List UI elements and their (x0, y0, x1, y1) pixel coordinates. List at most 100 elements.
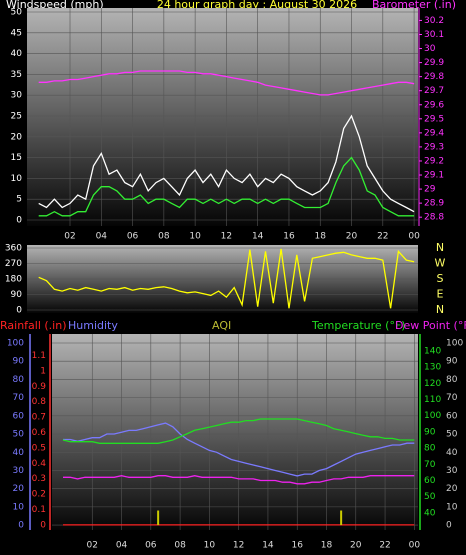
y-tick-label: 60 (13, 411, 25, 421)
y-tick-label: 90 (13, 357, 25, 367)
y-tick-label: 60 (446, 411, 458, 421)
x-tick-label: 08 (158, 232, 170, 242)
humidity-legend: Humidity (68, 319, 118, 332)
plot-background (27, 8, 418, 226)
x-tick-label: 20 (350, 541, 362, 551)
y2-tick-label: 29.5 (424, 114, 444, 124)
y-tick-label: 130 (424, 363, 441, 373)
y-tick-label: 0.1 (32, 505, 46, 515)
x-tick-label: 02 (64, 232, 75, 242)
y-tick-label: 0.6 (32, 428, 47, 438)
y-tick-label: 100 (446, 339, 463, 349)
plot-background (52, 334, 418, 530)
y-tick-label: 100 (424, 411, 441, 421)
y2-tick-label: 29.9 (424, 58, 444, 68)
y-tick-label: 30 (13, 466, 25, 476)
direction-label: W (435, 257, 446, 270)
y2-tick-label: 29.6 (424, 100, 444, 110)
aqi-bar (340, 510, 343, 526)
y2-tick-label: 29.4 (424, 128, 444, 138)
x-tick-label: 20 (346, 232, 358, 242)
y-tick-label: 0.2 (32, 490, 46, 500)
x-tick-label: 16 (291, 541, 303, 551)
y-tick-label: 0.5 (32, 443, 46, 453)
y-tick-label: 30 (446, 466, 458, 476)
y2-tick-label: 30.2 (424, 16, 444, 26)
y-tick-label: 80 (446, 375, 458, 385)
x-tick-label: 00 (409, 541, 421, 551)
aqi-legend: AQI (212, 319, 231, 332)
y2-tick-label: 29.2 (424, 156, 444, 166)
x-tick-label: 12 (233, 541, 244, 551)
series-line (38, 156, 415, 217)
direction-label: N (436, 303, 444, 316)
y-tick-label: 20 (11, 132, 23, 142)
aqi-bar (157, 510, 160, 526)
x-tick-label: 22 (377, 232, 388, 242)
y-tick-label: 90 (424, 427, 436, 437)
y-tick-label: 35 (11, 70, 22, 80)
y-tick-label: 180 (5, 275, 22, 285)
x-tick-label: 14 (252, 232, 264, 242)
y-tick-label: 40 (11, 49, 23, 59)
barometer-legend: Barometer (.in) (372, 0, 456, 11)
y2-tick-label: 30.1 (424, 30, 444, 40)
y2-tick-label: 29.1 (424, 171, 444, 181)
y-tick-label: 15 (11, 153, 22, 163)
y-tick-label: 0.9 (32, 382, 47, 392)
y-tick-label: 40 (446, 448, 458, 458)
y2-tick-label: 29.8 (424, 72, 444, 82)
x-tick-label: 08 (174, 541, 186, 551)
y2-tick-label: 30 (424, 44, 436, 54)
y-tick-label: 10 (446, 502, 458, 512)
y-tick-label: 50 (11, 8, 23, 18)
y-tick-label: 0 (446, 521, 452, 531)
y-tick-label: 70 (446, 393, 458, 403)
y-tick-label: 90 (446, 357, 458, 367)
x-tick-label: 06 (145, 541, 157, 551)
y-tick-label: 60 (424, 476, 436, 486)
y-tick-label: 120 (424, 379, 441, 389)
x-tick-label: 10 (204, 541, 216, 551)
y-tick-label: 30 (11, 91, 23, 101)
y2-tick-label: 28.8 (424, 213, 444, 223)
y-tick-label: 70 (13, 393, 25, 403)
y-tick-label: 0 (40, 520, 46, 530)
y-tick-label: 0 (18, 521, 24, 531)
y2-tick-label: 29 (424, 185, 436, 195)
y2-tick-label: 29.3 (424, 142, 444, 152)
y-tick-label: 40 (424, 508, 436, 518)
series-line (38, 248, 415, 309)
y-tick-label: 0.7 (32, 413, 46, 423)
y-tick-label: 0.3 (32, 474, 46, 484)
y-tick-label: 0.8 (32, 397, 47, 407)
y-tick-label: 1.1 (32, 351, 46, 361)
y-tick-label: 10 (11, 174, 23, 184)
series-line (38, 70, 415, 96)
dewpoint-legend: Dew Point (°F) (395, 319, 466, 332)
y-tick-label: 100 (7, 339, 24, 349)
y-tick-label: 80 (13, 375, 25, 385)
y-tick-label: 45 (11, 28, 22, 38)
y-tick-label: 0.4 (32, 459, 47, 469)
y-tick-label: 5 (16, 195, 22, 205)
x-tick-label: 04 (96, 232, 108, 242)
x-tick-label: 16 (283, 232, 295, 242)
y-tick-label: 10 (13, 502, 25, 512)
y2-tick-label: 29.7 (424, 86, 444, 96)
direction-label: N (436, 241, 444, 254)
y-tick-label: 0 (16, 216, 22, 226)
rain-legend: Rainfall (.in) (0, 319, 67, 332)
y-tick-label: 0 (16, 306, 22, 316)
x-tick-label: 22 (379, 541, 390, 551)
y-tick-label: 70 (424, 460, 436, 470)
direction-label: S (437, 272, 444, 285)
y-tick-label: 140 (424, 346, 441, 356)
x-tick-label: 12 (221, 232, 232, 242)
y-tick-label: 40 (13, 448, 25, 458)
x-tick-label: 04 (116, 541, 128, 551)
chart-title: 24 hour graph day : August 30 2026 (157, 0, 357, 11)
y-tick-label: 50 (13, 430, 25, 440)
x-tick-label: 00 (408, 232, 420, 242)
